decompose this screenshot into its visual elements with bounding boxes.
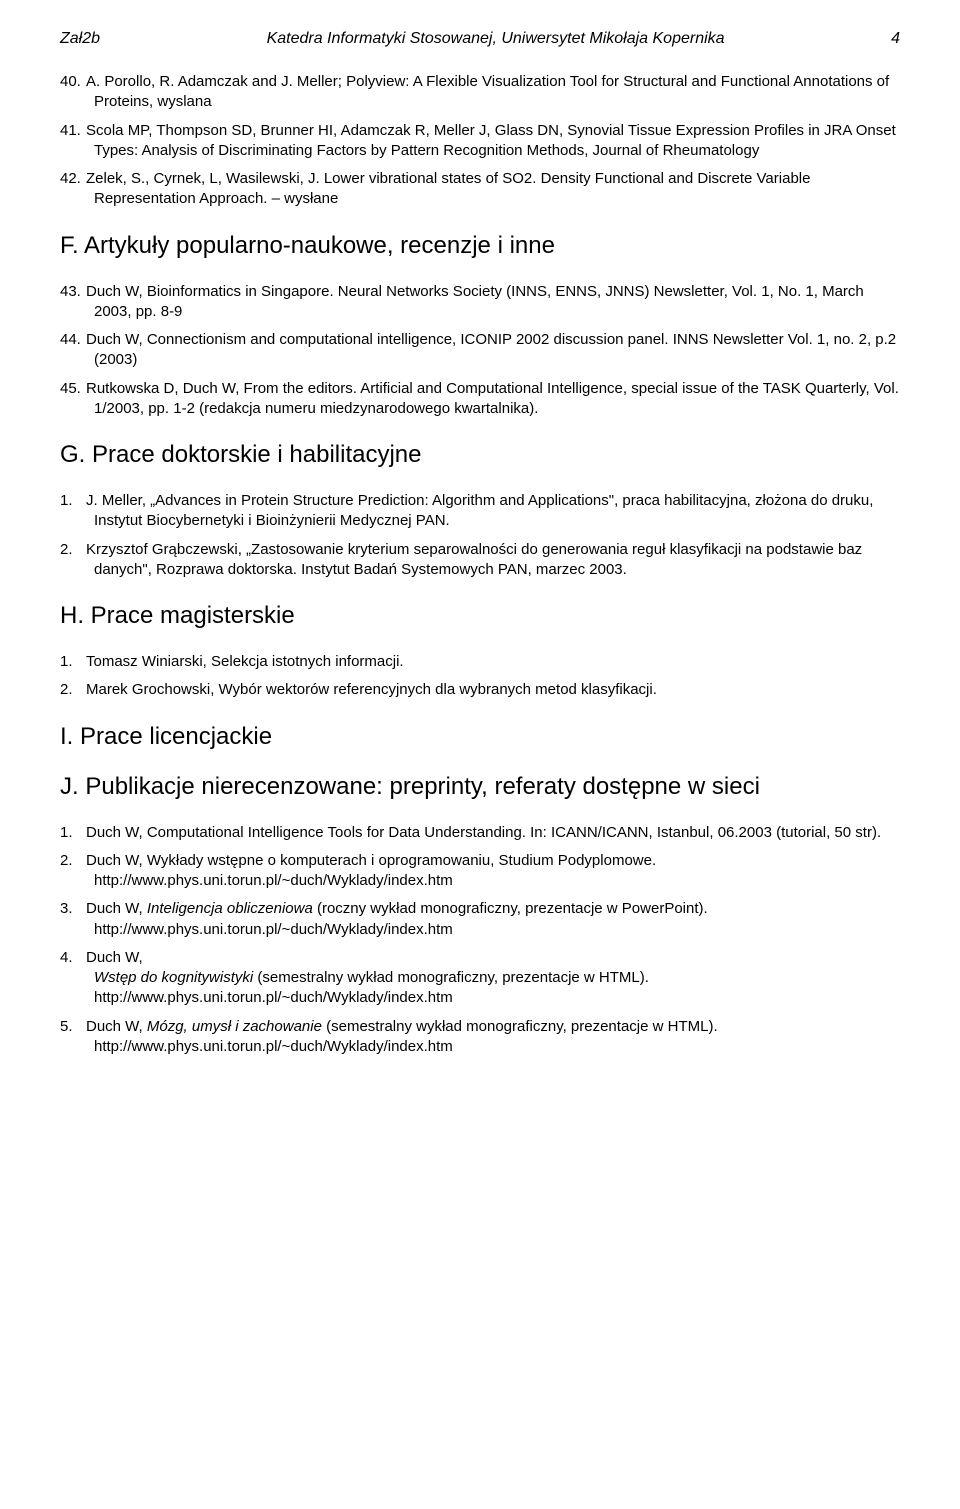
item-text: Duch W, Connectionism and computational … [86,331,896,368]
item-text: Scola MP, Thompson SD, Brunner HI, Adamc… [86,122,896,159]
list-item: 2. Marek Grochowski, Wybór wektorów refe… [60,680,900,700]
item-number: 40. [60,72,86,92]
list-item: 5. Duch W, Mózg, umysł i zachowanie (sem… [60,1017,900,1058]
item-number: 4. [60,948,86,968]
list-item: 40. A. Porollo, R. Adamczak and J. Melle… [60,72,900,113]
item-text: Marek Grochowski, Wybór wektorów referen… [86,681,657,698]
section-G-heading: G. Prace doktorskie i habilitacyjne [60,441,900,469]
list-item: 1. J. Meller, „Advances in Protein Struc… [60,491,900,532]
top-ref-list: 40. A. Porollo, R. Adamczak and J. Melle… [60,72,900,210]
section-G-list: 1. J. Meller, „Advances in Protein Struc… [60,491,900,580]
item-text: J. Meller, „Advances in Protein Structur… [86,492,873,529]
list-item: 42. Zelek, S., Cyrnek, L, Wasilewski, J.… [60,169,900,210]
item-number: 2. [60,851,86,871]
item-text: Duch W, Bioinformatics in Singapore. Neu… [86,283,864,320]
list-item: 41. Scola MP, Thompson SD, Brunner HI, A… [60,121,900,162]
item-number: 2. [60,680,86,700]
list-item: 2. Duch W, Wykłady wstępne o komputerach… [60,851,900,892]
section-J-heading: J. Publikacje nierecenzowane: preprinty,… [60,773,900,801]
item-number: 44. [60,330,86,350]
item-number: 45. [60,379,86,399]
header-right: 4 [891,30,900,48]
list-item: 3. Duch W, Inteligencja obliczeniowa (ro… [60,899,900,940]
item-number: 42. [60,169,86,189]
item-text-pre: Duch W, [86,949,143,966]
item-text: Krzysztof Grąbczewski, „Zastosowanie kry… [86,541,862,578]
section-J-list: 1. Duch W, Computational Intelligence To… [60,823,900,1058]
item-number: 5. [60,1017,86,1037]
item-number: 43. [60,282,86,302]
list-item: 1. Tomasz Winiarski, Selekcja istotnych … [60,652,900,672]
section-H-list: 1. Tomasz Winiarski, Selekcja istotnych … [60,652,900,701]
list-item: 43. Duch W, Bioinformatics in Singapore.… [60,282,900,323]
item-number: 1. [60,491,86,511]
item-text-italic: Inteligencja obliczeniowa [147,900,313,917]
item-text: Zelek, S., Cyrnek, L, Wasilewski, J. Low… [86,170,810,207]
header-center: Katedra Informatyki Stosowanej, Uniwersy… [267,30,725,48]
list-item: 2. Krzysztof Grąbczewski, „Zastosowanie … [60,540,900,581]
item-text: Tomasz Winiarski, Selekcja istotnych inf… [86,653,404,670]
item-number: 1. [60,823,86,843]
header-left: Zał2b [60,30,100,48]
item-number: 41. [60,121,86,141]
item-text-italic: Mózg, umysł i zachowanie [147,1018,322,1035]
item-text: A. Porollo, R. Adamczak and J. Meller; P… [86,73,889,110]
item-number: 1. [60,652,86,672]
list-item: 44. Duch W, Connectionism and computatio… [60,330,900,371]
item-text-pre: Duch W, [86,1018,147,1035]
section-H-heading: H. Prace magisterskie [60,602,900,630]
item-text-italic: Wstęp do kognitywistyki [94,969,253,986]
section-F-list: 43. Duch W, Bioinformatics in Singapore.… [60,282,900,420]
section-F-heading: F. Artykuły popularno-naukowe, recenzje … [60,232,900,260]
list-item: 1. Duch W, Computational Intelligence To… [60,823,900,843]
item-number: 2. [60,540,86,560]
item-number: 3. [60,899,86,919]
item-text: Rutkowska D, Duch W, From the editors. A… [86,380,899,417]
item-text: Duch W, Computational Intelligence Tools… [86,824,881,841]
item-text: Duch W, Wykłady wstępne o komputerach i … [86,852,656,889]
item-text-pre: Duch W, [86,900,147,917]
page-header: Zał2b Katedra Informatyki Stosowanej, Un… [60,30,900,48]
list-item: 45. Rutkowska D, Duch W, From the editor… [60,379,900,420]
section-I-heading: I. Prace licencjackie [60,723,900,751]
list-item: 4. Duch W, Wstęp do kognitywistyki (seme… [60,948,900,1009]
